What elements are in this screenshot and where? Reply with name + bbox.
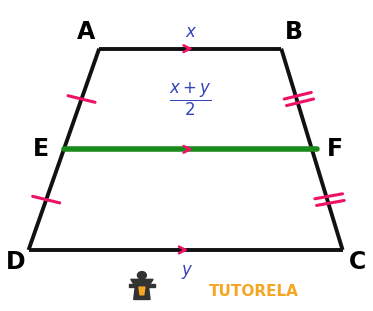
Text: D: D [6, 250, 25, 274]
Polygon shape [139, 287, 145, 295]
Text: A: A [77, 20, 95, 44]
Polygon shape [131, 279, 153, 284]
Text: TUTORELA: TUTORELA [209, 284, 299, 299]
Text: x: x [185, 23, 195, 41]
Text: E: E [33, 137, 49, 161]
Text: $\dfrac{x+y}{2}$: $\dfrac{x+y}{2}$ [169, 81, 211, 118]
Text: C: C [349, 250, 366, 274]
Polygon shape [134, 287, 150, 299]
Circle shape [137, 272, 146, 279]
Polygon shape [129, 284, 155, 287]
Text: y: y [182, 261, 191, 279]
Text: F: F [327, 137, 343, 161]
Text: B: B [285, 20, 303, 44]
